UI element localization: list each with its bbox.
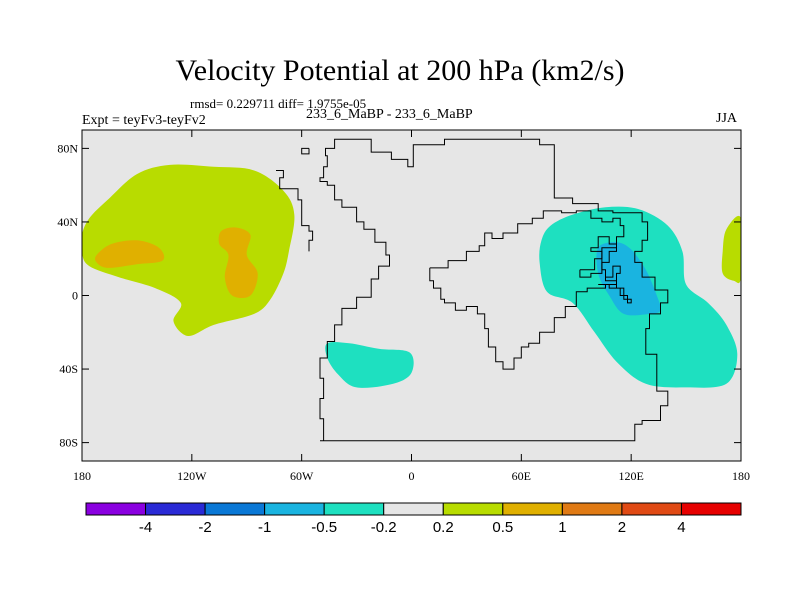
colorbar-swatch <box>85 502 147 516</box>
x-tick-label: 60E <box>512 469 531 483</box>
y-tick-label: 40N <box>57 215 78 229</box>
axis-ticks: 180 120W 60W 0 60E 120E 180 80N 40N 0 40S 80S <box>57 130 750 483</box>
contour-region-south-america-negative <box>325 342 414 388</box>
x-tick-label: 120W <box>177 469 207 483</box>
colorbar-label: -0.2 <box>371 519 397 536</box>
chart-title: Velocity Potential at 200 hPa (km2/s) <box>175 54 625 87</box>
coastlines <box>276 138 669 442</box>
contour-region-north-pacific-inner-east <box>218 227 258 299</box>
coastline-southeast-asia-detail <box>598 277 632 304</box>
colorbar-swatch <box>323 502 385 516</box>
contour-fills <box>82 164 741 388</box>
colorbar-label: -2 <box>198 519 211 536</box>
contour-region-date-line-positive <box>721 215 741 284</box>
colorbar-swatch <box>561 502 623 516</box>
chart-subtitle: rmsd= 0.229711 diff= 1.9755e-05 <box>190 96 367 111</box>
y-tick-label: 80S <box>59 436 78 450</box>
contour-region-indo-pacific-inner <box>596 242 661 316</box>
case-label: 233_6_MaBP - 233_6_MaBP <box>306 107 473 122</box>
colorbar-swatch <box>442 502 504 516</box>
colorbar-label: 2 <box>618 519 626 536</box>
colorbar-label: 0.2 <box>433 519 454 536</box>
colorbar-label: -0.5 <box>311 519 337 536</box>
experiment-label: Expt = teyFv3-teyFv2 <box>82 113 206 128</box>
x-tick-label: 180 <box>732 469 750 483</box>
colorbar-label: 4 <box>677 519 685 536</box>
y-tick-label: 0 <box>72 289 78 303</box>
y-tick-label: 80N <box>57 141 78 155</box>
season-label: JJA <box>716 111 738 126</box>
colorbar-label: 0.5 <box>492 519 513 536</box>
colorbar-swatch <box>621 502 682 516</box>
colorbar: -4 -2 -1 -0.5 -0.2 0.2 0.5 1 2 4 <box>85 502 742 536</box>
colorbar-swatch <box>204 502 266 516</box>
x-tick-label: 180 <box>73 469 91 483</box>
colorbar-label: 1 <box>558 519 566 536</box>
colorbar-swatch <box>680 502 742 516</box>
coastline-inner-sea-line <box>579 236 617 278</box>
x-tick-label: 120E <box>618 469 643 483</box>
colorbar-swatch <box>383 502 444 516</box>
x-tick-label: 60W <box>290 469 314 483</box>
coastline-coast-fragment-north <box>301 147 310 155</box>
x-tick-label: 0 <box>409 469 415 483</box>
colorbar-label: -4 <box>139 519 152 536</box>
colorbar-swatch <box>502 502 563 516</box>
colorbar-label: -1 <box>258 519 271 536</box>
colorbar-swatch <box>145 502 206 516</box>
coastline-southern-coast <box>319 138 669 442</box>
coastline-coast-fragment-west <box>276 170 314 252</box>
colorbar-swatch <box>264 502 325 516</box>
coastline-inner-mountain-line <box>429 210 625 370</box>
y-tick-label: 40S <box>59 362 78 376</box>
contour-region-north-pacific-inner-west <box>95 240 165 268</box>
